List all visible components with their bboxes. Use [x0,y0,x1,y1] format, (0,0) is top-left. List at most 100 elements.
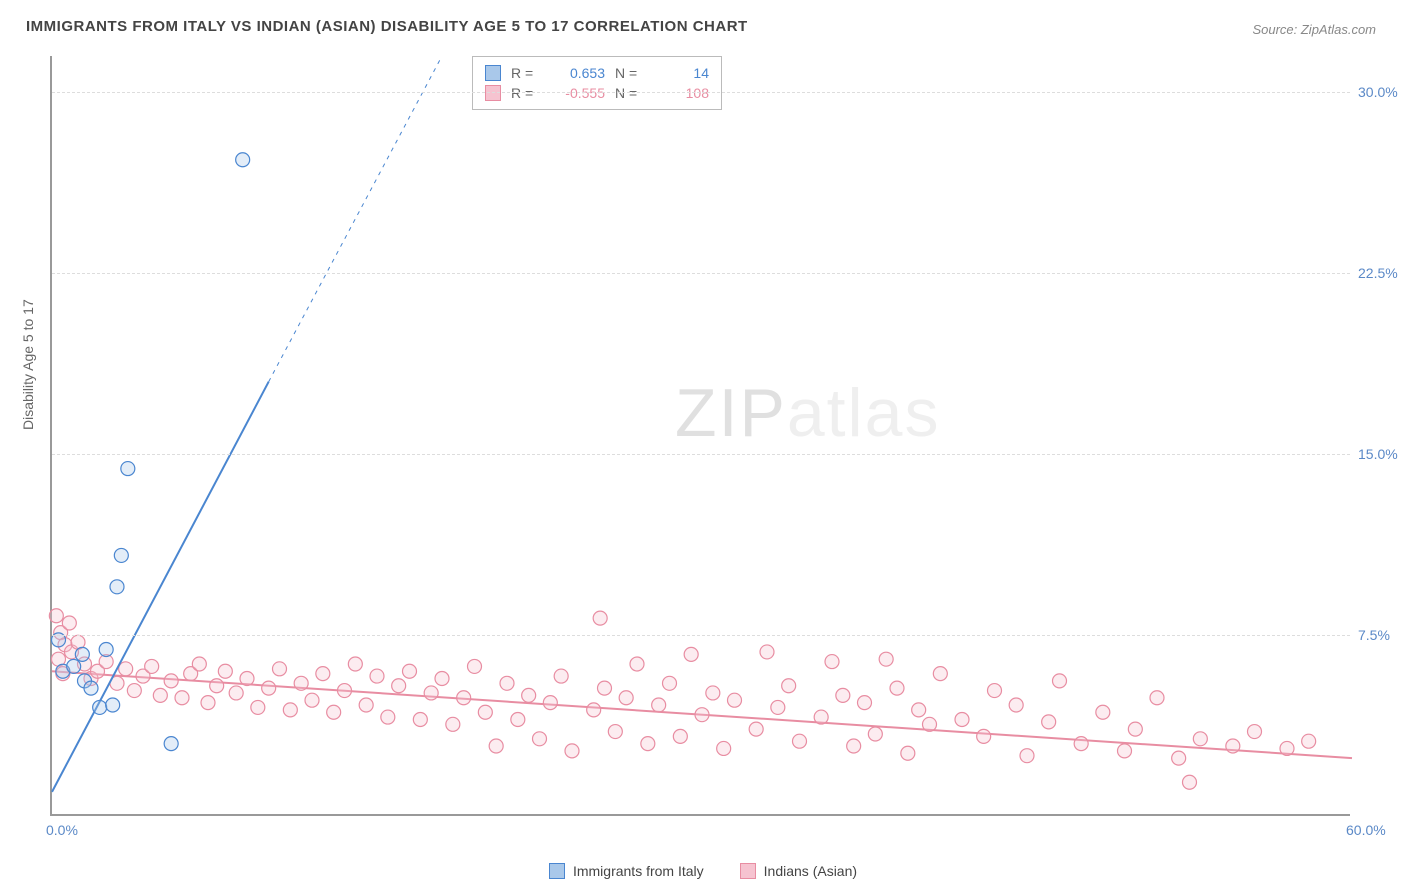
y-tick-label: 7.5% [1350,627,1400,643]
data-point [955,712,969,726]
data-point [728,693,742,707]
bottom-legend-item: Indians (Asian) [740,863,857,879]
data-point [1053,674,1067,688]
data-point [923,717,937,731]
gridline [52,92,1350,93]
data-point [543,696,557,710]
data-point [619,691,633,705]
data-point [84,681,98,695]
data-point [749,722,763,736]
data-point [229,686,243,700]
data-point [192,657,206,671]
data-point [468,659,482,673]
data-point [533,732,547,746]
data-point [717,741,731,755]
data-point [1150,691,1164,705]
y-tick-label: 15.0% [1350,446,1400,462]
data-point [1193,732,1207,746]
data-point [218,664,232,678]
bottom-legend-item: Immigrants from Italy [549,863,704,879]
data-point [338,684,352,698]
data-point [273,662,287,676]
data-point [1042,715,1056,729]
data-point [1118,744,1132,758]
chart-svg [52,56,1350,814]
y-axis-label: Disability Age 5 to 17 [20,299,36,430]
data-point [127,684,141,698]
data-point [153,688,167,702]
data-point [99,643,113,657]
legend-swatch [740,863,756,879]
data-point [868,727,882,741]
data-point [49,609,63,623]
r-value: 0.653 [549,65,605,81]
data-point [424,686,438,700]
r-label: R = [511,65,539,81]
data-point [327,705,341,719]
plot-area: ZIPatlas R =0.653N =14R =-0.555N =108 7.… [50,56,1350,816]
data-point [478,705,492,719]
data-point [933,667,947,681]
data-point [641,737,655,751]
data-point [630,657,644,671]
data-point [1280,741,1294,755]
data-point [825,655,839,669]
data-point [316,667,330,681]
data-point [164,737,178,751]
data-point [814,710,828,724]
bottom-legend: Immigrants from Italy Indians (Asian) [0,863,1406,882]
data-point [110,580,124,594]
data-point [1009,698,1023,712]
y-tick-label: 22.5% [1350,265,1400,281]
legend-swatch [549,863,565,879]
data-point [305,693,319,707]
trend-line-dashed [269,56,442,382]
data-point [706,686,720,700]
source-attribution: Source: ZipAtlas.com [1252,22,1376,37]
data-point [587,703,601,717]
data-point [106,698,120,712]
data-point [75,647,89,661]
data-point [565,744,579,758]
data-point [145,659,159,673]
data-point [836,688,850,702]
data-point [201,696,215,710]
data-point [392,679,406,693]
data-point [901,746,915,760]
data-point [1226,739,1240,753]
data-point [348,657,362,671]
data-point [457,691,471,705]
legend-swatch [485,65,501,81]
data-point [119,662,133,676]
data-point [1248,725,1262,739]
chart-title: IMMIGRANTS FROM ITALY VS INDIAN (ASIAN) … [26,18,748,35]
data-point [500,676,514,690]
data-point [695,708,709,722]
legend-stats-box: R =0.653N =14R =-0.555N =108 [472,56,722,110]
data-point [62,616,76,630]
data-point [294,676,308,690]
data-point [381,710,395,724]
data-point [684,647,698,661]
data-point [760,645,774,659]
data-point [879,652,893,666]
data-point [210,679,224,693]
legend-label: Immigrants from Italy [573,863,704,879]
data-point [121,462,135,476]
data-point [593,611,607,625]
data-point [164,674,178,688]
data-point [912,703,926,717]
data-point [489,739,503,753]
data-point [435,671,449,685]
data-point [1172,751,1186,765]
data-point [413,712,427,726]
gridline [52,273,1350,274]
n-label: N = [615,65,643,81]
n-value: 14 [653,65,709,81]
x-tick-label: 0.0% [46,822,78,838]
data-point [262,681,276,695]
gridline [52,635,1350,636]
data-point [793,734,807,748]
data-point [988,684,1002,698]
data-point [1302,734,1316,748]
